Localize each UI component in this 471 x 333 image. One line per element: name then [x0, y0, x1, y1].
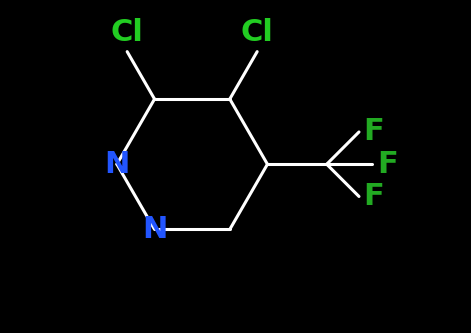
Text: N: N	[142, 215, 167, 244]
Text: F: F	[364, 182, 384, 211]
Text: Cl: Cl	[241, 18, 274, 47]
Text: Cl: Cl	[111, 18, 144, 47]
Text: N: N	[104, 150, 130, 179]
Text: F: F	[364, 118, 384, 147]
Text: F: F	[377, 150, 398, 179]
